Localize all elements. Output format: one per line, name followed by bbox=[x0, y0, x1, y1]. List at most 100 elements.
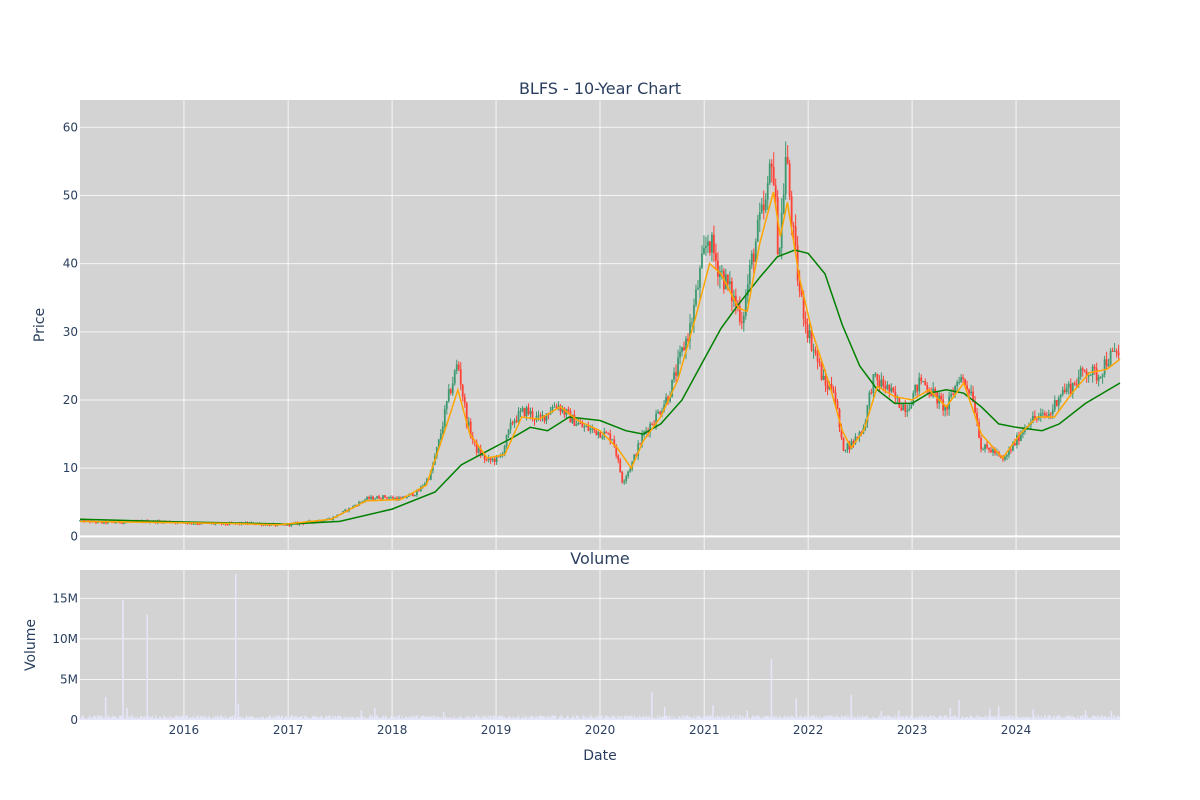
candle-body bbox=[475, 442, 478, 453]
candle-body bbox=[673, 372, 675, 380]
price-y-tick-label: 60 bbox=[63, 120, 78, 134]
candle-body bbox=[511, 422, 514, 424]
candle-body bbox=[1057, 397, 1060, 406]
candle-body bbox=[196, 523, 199, 525]
candle-body bbox=[914, 384, 917, 393]
candle-body bbox=[364, 499, 366, 502]
candle-body bbox=[699, 268, 701, 288]
candle-body bbox=[637, 443, 640, 457]
candle-body bbox=[386, 497, 388, 499]
candle-body bbox=[451, 383, 454, 394]
candle-body bbox=[1004, 456, 1006, 460]
candle-body bbox=[392, 496, 394, 499]
candle-body bbox=[657, 411, 659, 414]
candle-body bbox=[1069, 383, 1072, 395]
candle-body bbox=[740, 321, 743, 324]
candle-body bbox=[786, 157, 789, 164]
candle-body bbox=[752, 253, 755, 263]
candle-body bbox=[784, 157, 787, 195]
price-y-tick-label: 40 bbox=[63, 257, 78, 271]
x-tick-label: 2022 bbox=[793, 723, 824, 737]
candle-body bbox=[822, 376, 825, 380]
candle-body bbox=[491, 458, 494, 461]
x-tick-label: 2017 bbox=[273, 723, 304, 737]
candle-body bbox=[994, 449, 996, 454]
candle-body bbox=[716, 260, 719, 277]
x-tick-label: 2018 bbox=[377, 723, 408, 737]
candle-body bbox=[374, 498, 376, 500]
candle-body bbox=[1055, 399, 1058, 406]
volume-y-tick-label: 5M bbox=[60, 672, 78, 686]
candle-body bbox=[388, 497, 390, 499]
candle-body bbox=[226, 524, 229, 526]
candle-body bbox=[573, 414, 576, 426]
candle-body bbox=[958, 382, 961, 384]
candle-body bbox=[966, 385, 968, 390]
candle-body bbox=[934, 388, 937, 392]
candle-body bbox=[459, 369, 462, 385]
candle-body bbox=[744, 295, 747, 316]
candle-body bbox=[950, 394, 953, 397]
candle-body bbox=[956, 382, 959, 387]
candle-body bbox=[774, 185, 777, 198]
candle-body bbox=[898, 397, 901, 408]
candle-body bbox=[629, 468, 632, 472]
candle-body bbox=[645, 430, 648, 432]
candle-body bbox=[415, 490, 418, 495]
candle-body bbox=[882, 379, 885, 387]
candle-body bbox=[192, 523, 195, 525]
candle-body bbox=[400, 497, 402, 499]
candle-body bbox=[595, 430, 598, 435]
candle-body bbox=[892, 387, 895, 392]
candle-body bbox=[730, 281, 733, 302]
x-tick-label: 2024 bbox=[1001, 723, 1032, 737]
candle-body bbox=[726, 274, 729, 285]
candle-body bbox=[447, 389, 450, 402]
candle-body bbox=[567, 409, 570, 412]
candle-body bbox=[531, 411, 534, 419]
volume-y-tick-label: 10M bbox=[52, 632, 78, 646]
candle-body bbox=[523, 408, 526, 417]
candle-body bbox=[683, 347, 685, 351]
candle-body bbox=[691, 322, 693, 324]
candle-body bbox=[571, 414, 574, 423]
candle-body bbox=[533, 418, 536, 421]
candle-body bbox=[555, 406, 558, 408]
candle-body bbox=[675, 372, 677, 376]
candle-body bbox=[360, 501, 362, 503]
candle-body bbox=[1063, 389, 1066, 393]
candle-body bbox=[79, 520, 81, 522]
candle-body bbox=[922, 381, 925, 383]
candle-body bbox=[1031, 415, 1034, 423]
candle-body bbox=[198, 523, 201, 525]
candle-body bbox=[1059, 394, 1062, 398]
candle-body bbox=[525, 407, 528, 417]
candle-body bbox=[794, 226, 797, 246]
candle-body bbox=[689, 323, 691, 341]
candle-body bbox=[910, 405, 913, 409]
x-tick-label: 2016 bbox=[169, 723, 200, 737]
candle-body bbox=[583, 426, 586, 428]
candle-body bbox=[449, 389, 452, 394]
candle-body bbox=[990, 449, 992, 453]
candle-body bbox=[1041, 413, 1044, 415]
candle-body bbox=[625, 476, 628, 482]
candle-body bbox=[553, 406, 556, 408]
candle-body bbox=[707, 241, 709, 246]
candle-body bbox=[495, 455, 498, 463]
candle-body bbox=[667, 397, 669, 402]
candle-body bbox=[545, 413, 548, 421]
candle-body bbox=[463, 396, 466, 404]
candle-body bbox=[1071, 383, 1074, 395]
candle-body bbox=[681, 347, 683, 352]
candle-body bbox=[984, 444, 986, 450]
candle-body bbox=[880, 379, 883, 387]
volume-chart-title: Volume bbox=[570, 549, 630, 568]
candle-body bbox=[720, 270, 723, 272]
x-tick-label: 2023 bbox=[897, 723, 928, 737]
candle-body bbox=[687, 338, 689, 341]
candle-body bbox=[1008, 449, 1010, 456]
candle-body bbox=[611, 439, 614, 441]
candle-body bbox=[866, 405, 869, 423]
candle-body bbox=[1079, 368, 1082, 377]
